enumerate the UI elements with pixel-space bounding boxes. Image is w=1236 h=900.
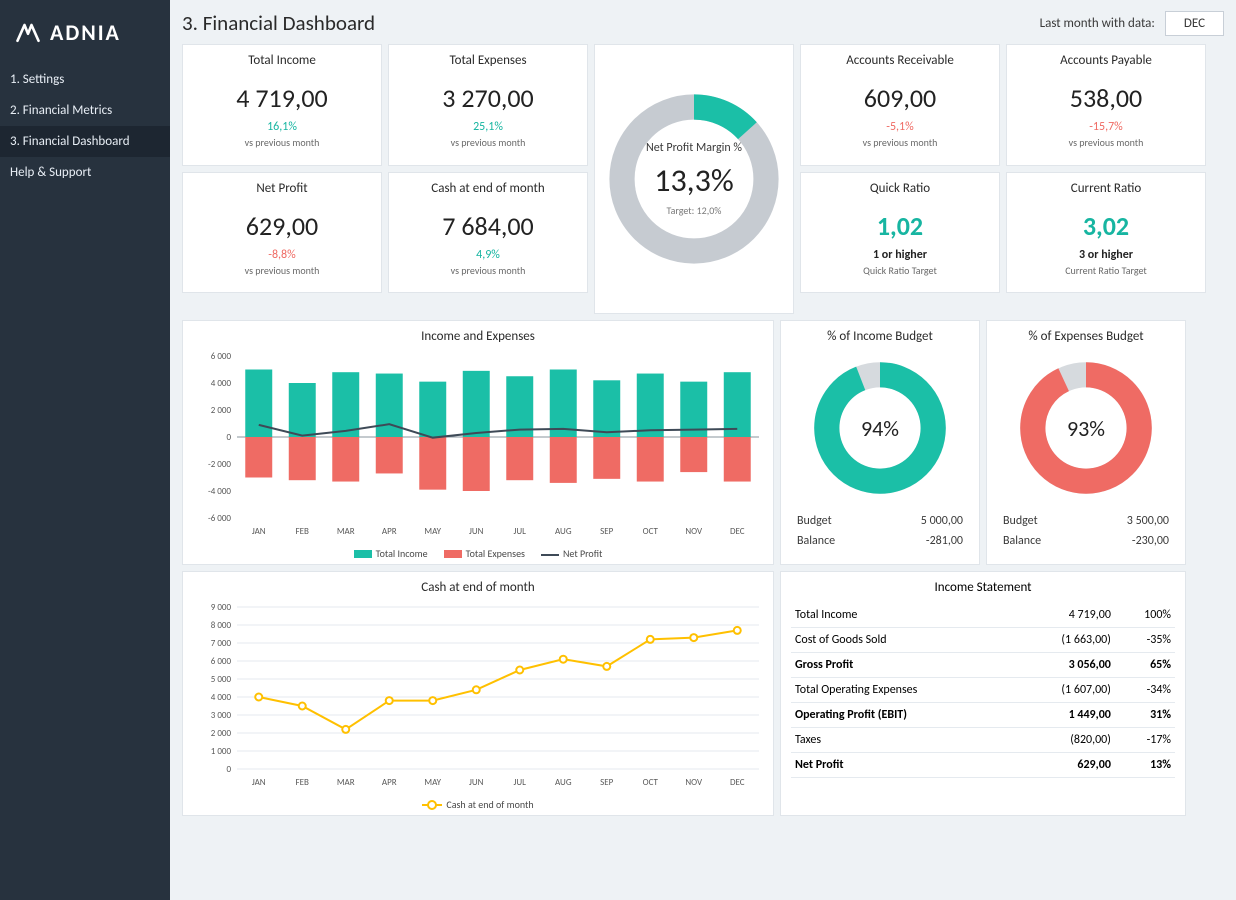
svg-text:MAY: MAY: [424, 526, 441, 537]
svg-text:FEB: FEB: [296, 777, 310, 788]
svg-text:-6 000: -6 000: [208, 513, 231, 524]
row-charts-2: Cash at end of month 0 1 000 2 000 3 000 4 0…: [182, 571, 1224, 816]
svg-text:2 000: 2 000: [211, 728, 232, 739]
expense-budget-table: Budget3 500,00 Balance-230,00: [993, 510, 1179, 552]
svg-text:FEB: FEB: [296, 526, 310, 537]
svg-text:8 000: 8 000: [211, 620, 232, 631]
kpi-net-profit: Net Profit 629,00 -8,8% vs previous mont…: [182, 172, 382, 294]
kpi-accounts-payable: Accounts Payable 538,00 -15,7% vs previo…: [1006, 44, 1206, 166]
main: 3. Financial Dashboard Last month with d…: [170, 0, 1236, 900]
svg-text:4 000: 4 000: [211, 692, 232, 703]
svg-text:DEC: DEC: [730, 777, 745, 788]
svg-text:OCT: OCT: [643, 526, 659, 537]
svg-text:NOV: NOV: [685, 777, 703, 788]
svg-text:JAN: JAN: [252, 777, 266, 788]
svg-text:NOV: NOV: [685, 526, 703, 537]
kpi-cash-eom: Cash at end of month 7 684,00 4,9% vs pr…: [388, 172, 588, 294]
cash-legend: Cash at end of month: [189, 798, 767, 811]
svg-text:JUL: JUL: [514, 526, 527, 537]
income-statement-card: Income Statement Total Income4 719,00100…: [780, 571, 1186, 816]
kpi-row: Total Income 4 719,00 16,1% vs previous …: [182, 44, 1224, 314]
svg-text:-2 000: -2 000: [208, 459, 231, 470]
row-charts-1: Income and Expenses -6 000-4 000-2 00002…: [182, 320, 1224, 565]
svg-text:-4 000: -4 000: [208, 486, 231, 497]
last-month-filter: Last month with data: DEC: [1040, 11, 1224, 36]
svg-text:JUN: JUN: [469, 777, 484, 788]
svg-text:0: 0: [226, 764, 231, 775]
sidebar-item-2[interactable]: 3. Financial Dashboard: [0, 126, 170, 157]
kpi-total-expenses: Total Expenses 3 270,00 25,1% vs previou…: [388, 44, 588, 166]
income-expense-legend: Total Income Total Expenses Net Profit: [189, 547, 767, 560]
svg-text:SEP: SEP: [600, 777, 614, 788]
income-budget-card: % of Income Budget 94% Budget5 000,00 Ba…: [780, 320, 980, 565]
svg-text:MAR: MAR: [337, 777, 355, 788]
last-month-label: Last month with data:: [1040, 16, 1155, 31]
svg-text:6 000: 6 000: [211, 351, 232, 362]
svg-text:1 000: 1 000: [211, 746, 232, 757]
svg-text:4 000: 4 000: [211, 378, 232, 389]
income-statement-row: Total Operating Expenses(1 607,00)-34%: [791, 678, 1175, 703]
kpi-total-income: Total Income 4 719,00 16,1% vs previous …: [182, 44, 382, 166]
income-statement-row: Operating Profit (EBIT)1 449,0031%: [791, 703, 1175, 728]
month-dropdown[interactable]: DEC: [1165, 11, 1224, 36]
brand-icon: [14, 18, 42, 46]
svg-text:3 000: 3 000: [211, 710, 232, 721]
sidebar-item-1[interactable]: 2. Financial Metrics: [0, 95, 170, 126]
nav-list: 1. Settings2. Financial Metrics3. Financ…: [0, 64, 170, 188]
brand-logo: ADNIA: [0, 0, 170, 64]
kpi-accounts-receivable: Accounts Receivable 609,00 -5,1% vs prev…: [800, 44, 1000, 166]
svg-text:DEC: DEC: [730, 526, 745, 537]
svg-text:AUG: AUG: [555, 777, 572, 788]
svg-text:7 000: 7 000: [211, 638, 232, 649]
svg-text:6 000: 6 000: [211, 656, 232, 667]
income-budget-table: Budget5 000,00 Balance-281,00: [787, 510, 973, 552]
svg-text:SEP: SEP: [600, 526, 614, 537]
svg-text:0: 0: [226, 432, 231, 443]
income-expense-chart-card: Income and Expenses -6 000-4 000-2 00002…: [182, 320, 774, 565]
svg-text:JUL: JUL: [514, 777, 527, 788]
svg-text:MAR: MAR: [337, 526, 355, 537]
svg-text:5 000: 5 000: [211, 674, 232, 685]
income-statement-table: Total Income4 719,00100%Cost of Goods So…: [791, 603, 1175, 778]
brand-text: ADNIA: [50, 19, 121, 46]
cash-chart: 0 1 000 2 000 3 000 4 000 5 000 6 000 7 000 8 00…: [189, 601, 769, 791]
income-statement-row: Gross Profit3 056,0065%: [791, 653, 1175, 678]
svg-text:AUG: AUG: [555, 526, 572, 537]
cash-chart-card: Cash at end of month 0 1 000 2 000 3 000 4 0…: [182, 571, 774, 816]
gauge-net-profit-margin: Net Profit Margin % 13,3% Target: 12,0%: [594, 44, 794, 314]
svg-text:JUN: JUN: [469, 526, 484, 537]
svg-text:JAN: JAN: [252, 526, 266, 537]
svg-text:APR: APR: [382, 526, 397, 537]
page-title: 3. Financial Dashboard: [182, 10, 375, 36]
svg-text:MAY: MAY: [424, 777, 441, 788]
kpi-quick-ratio: Quick Ratio 1,02 1 or higher Quick Ratio…: [800, 172, 1000, 294]
income-statement-row: Total Income4 719,00100%: [791, 603, 1175, 628]
header: 3. Financial Dashboard Last month with d…: [182, 10, 1224, 36]
income-statement-row: Taxes(820,00)-17%: [791, 728, 1175, 753]
svg-text:2 000: 2 000: [211, 405, 232, 416]
income-statement-row: Net Profit629,0013%: [791, 753, 1175, 778]
sidebar: ADNIA 1. Settings2. Financial Metrics3. …: [0, 0, 170, 900]
sidebar-item-3[interactable]: Help & Support: [0, 157, 170, 188]
income-expense-chart: -6 000 -4 000 -2 000 0 2 000 4 000 6 000 JAN FEB…: [189, 350, 769, 540]
svg-text:OCT: OCT: [643, 777, 659, 788]
svg-text:APR: APR: [382, 777, 397, 788]
expense-budget-card: % of Expenses Budget 93% Budget3 500,00 …: [986, 320, 1186, 565]
sidebar-item-0[interactable]: 1. Settings: [0, 64, 170, 95]
svg-text:9 000: 9 000: [211, 602, 232, 613]
kpi-current-ratio: Current Ratio 3,02 3 or higher Current R…: [1006, 172, 1206, 294]
income-statement-row: Cost of Goods Sold(1 663,00)-35%: [791, 628, 1175, 653]
